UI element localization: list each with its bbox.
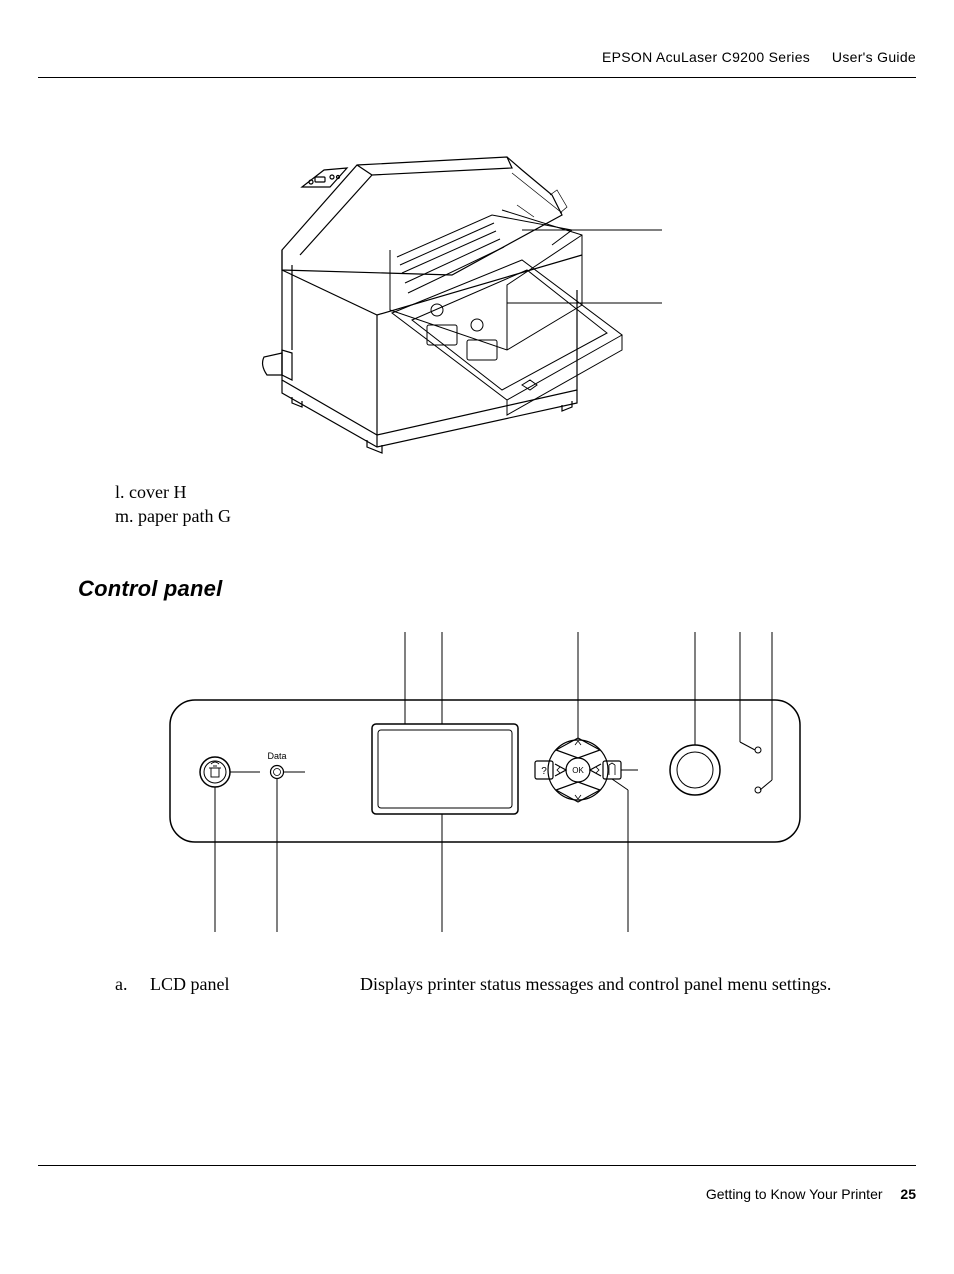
page-footer: Getting to Know Your Printer 25 [706,1186,916,1202]
printer-internal-illustration [252,135,662,460]
header-doctype: User's Guide [832,49,916,65]
header-product: EPSON AcuLaser C9200 Series [602,49,810,65]
section-heading-control-panel: Control panel [78,576,222,602]
header-rule [38,77,916,78]
definition-description: Displays printer status messages and con… [360,974,914,995]
footer-chapter: Getting to Know Your Printer [706,1186,883,1202]
page-header: EPSON AcuLaser C9200 Series User's Guide [602,49,916,67]
definition-term: LCD panel [150,974,360,995]
footer-page-number: 25 [900,1186,916,1202]
ok-label: OK [572,766,584,775]
data-label: Data [267,751,286,761]
control-panel-illustration: Data OK ? [160,632,810,932]
svg-text:?: ? [541,766,547,777]
definition-row-a: a. LCD panel Displays printer status mes… [115,974,914,995]
illustration-labels: l. cover H m. paper path G [115,480,231,529]
label-paper-path-g: m. paper path G [115,504,231,528]
label-cover-h: l. cover H [115,480,231,504]
footer-rule [38,1165,916,1166]
definition-letter: a. [115,974,150,995]
